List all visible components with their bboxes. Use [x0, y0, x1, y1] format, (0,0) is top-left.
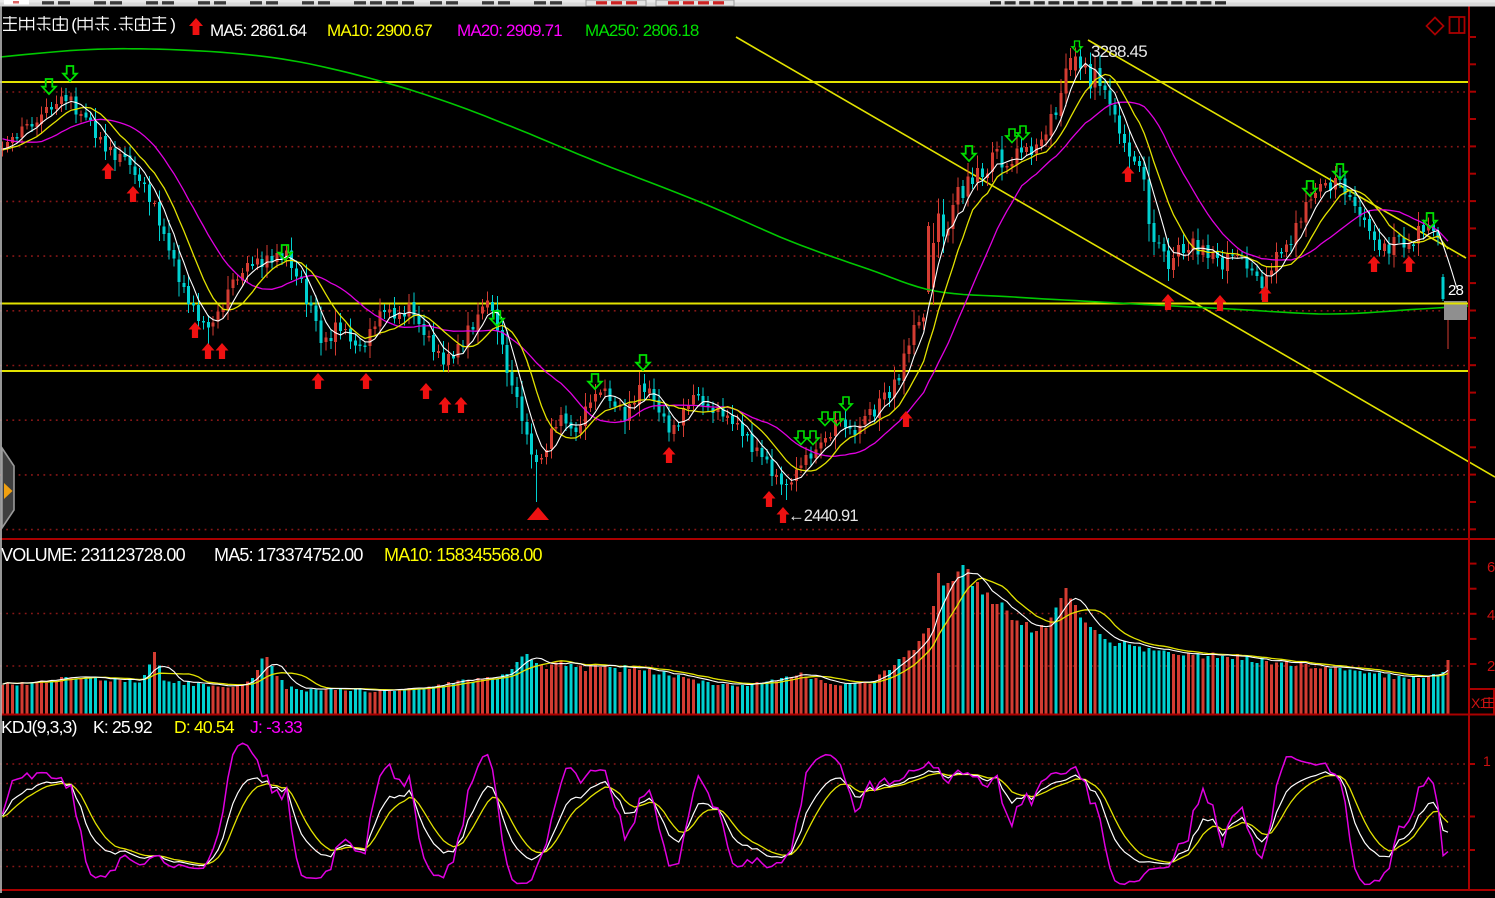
svg-text:D: 40.54: D: 40.54 — [174, 717, 235, 737]
svg-text:MA20: 2909.71: MA20: 2909.71 — [457, 21, 562, 40]
svg-text:2: 2 — [1487, 658, 1495, 675]
svg-text:MA250: 2806.18: MA250: 2806.18 — [585, 21, 699, 40]
svg-text:←2440.91: ←2440.91 — [788, 507, 858, 525]
svg-text:(: ( — [71, 15, 77, 34]
svg-text:MA10: 158345568.00: MA10: 158345568.00 — [384, 545, 543, 565]
svg-text:6: 6 — [1487, 559, 1495, 576]
svg-text:): ) — [170, 15, 175, 34]
svg-text:3288.45: 3288.45 — [1091, 42, 1147, 61]
svg-text:MA5: 2861.64: MA5: 2861.64 — [210, 21, 307, 40]
svg-text:1: 1 — [1483, 753, 1491, 769]
svg-text:KDJ(9,3,3): KDJ(9,3,3) — [1, 717, 77, 737]
svg-text:VOLUME: 231123728.00: VOLUME: 231123728.00 — [1, 545, 186, 565]
svg-text:K: 25.92: K: 25.92 — [93, 717, 152, 737]
svg-text:MA10: 2900.67: MA10: 2900.67 — [327, 21, 432, 40]
svg-text:28: 28 — [1448, 282, 1464, 299]
svg-text:MA5: 173374752.00: MA5: 173374752.00 — [214, 545, 363, 565]
svg-text:.: . — [113, 15, 117, 34]
svg-text:X1: X1 — [1471, 695, 1488, 711]
svg-text:J: -3.33: J: -3.33 — [250, 717, 302, 737]
svg-text:4: 4 — [1487, 607, 1495, 624]
